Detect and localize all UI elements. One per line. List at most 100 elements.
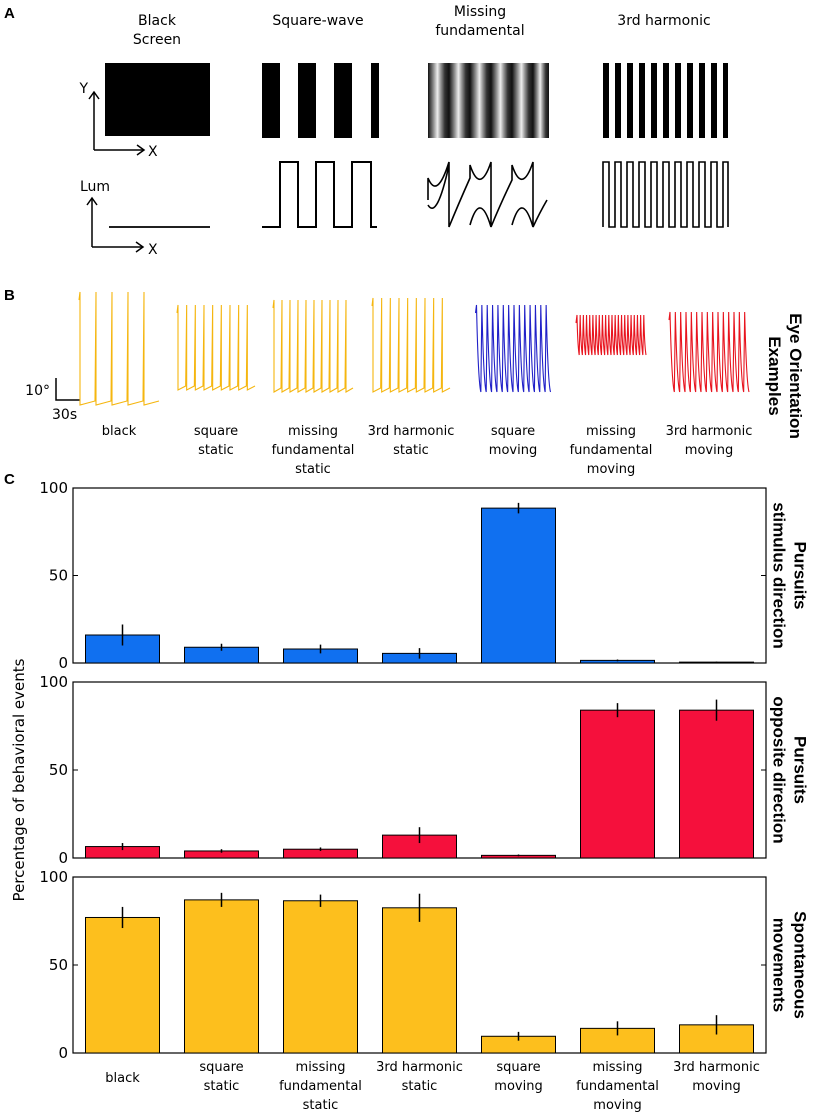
bar	[85, 634, 160, 664]
series-label-line: stimulus direction	[770, 502, 789, 648]
missing-fundamental-grating	[428, 63, 549, 138]
stimulus-black-screen: Black Screen	[105, 13, 210, 136]
bar	[481, 507, 556, 664]
trace-line	[272, 299, 354, 393]
axis-y-label: Y	[78, 81, 88, 97]
stimulus-3rd-harmonic: 3rd harmonic	[603, 13, 728, 138]
category-label-line: static	[204, 1079, 240, 1094]
stimulus-title-line: 3rd harmonic	[617, 13, 710, 29]
plot-frame	[72, 487, 767, 664]
bar	[382, 907, 457, 1054]
category-label-line: static	[303, 1098, 339, 1113]
third-harmonic-luminance-profile	[602, 161, 729, 228]
panel-a-label: A	[4, 5, 15, 22]
trace-line	[371, 297, 451, 393]
category-label-line: 3rd harmonic	[673, 1060, 760, 1075]
trace-line	[474, 304, 552, 393]
missing-fundamental-luminance-profile	[427, 161, 548, 228]
category-label-line: fundamental	[576, 1079, 659, 1094]
scale-degree-label: 10°	[25, 383, 50, 399]
trace-label-line: square	[194, 424, 238, 439]
trace-label-line: 3rd harmonic	[368, 424, 455, 439]
panel-c-label: C	[4, 471, 15, 488]
bar	[679, 709, 754, 859]
stimulus-missing-fundamental: Missing fundamental	[428, 4, 549, 138]
stimulus-title-line: Square-wave	[272, 13, 363, 29]
eye-traces: black square static missing fundamental stati…	[78, 291, 753, 477]
stimulus-square-wave: Square-wave	[262, 13, 379, 138]
axis-lum-label: Lum	[80, 179, 110, 195]
side-label-line: Eye Orientation	[786, 313, 805, 439]
stimulus-title-line: fundamental	[435, 23, 524, 39]
lum-axes-icon	[86, 196, 145, 253]
axis-x2-label: X	[148, 242, 158, 258]
category-label-line: static	[402, 1079, 438, 1094]
axis-x-label: X	[148, 144, 158, 160]
category-label-line: missing	[296, 1060, 346, 1075]
category-label-line: missing	[593, 1060, 643, 1075]
y-tick-label: 0	[58, 849, 68, 867]
trace-label-line: static	[198, 443, 234, 458]
trace-4: square moving	[474, 304, 552, 458]
bar	[85, 916, 160, 1054]
trace-2: missing fundamental static	[272, 299, 355, 477]
category-label-line: fundamental	[279, 1079, 362, 1094]
trace-line	[668, 311, 750, 393]
category-label-line: square	[199, 1060, 243, 1075]
trace-5: missing fundamental moving	[570, 314, 653, 477]
trace-line	[78, 291, 160, 406]
third-harmonic-grating	[603, 63, 728, 138]
y-tick-label: 100	[39, 868, 68, 886]
trace-label-line: static	[393, 443, 429, 458]
y-tick-label: 100	[39, 479, 68, 497]
stimulus-title-line: Black	[138, 13, 177, 29]
panel-b-side-label: Eye Orientation Examples	[765, 313, 805, 439]
trace-label-line: 3rd harmonic	[666, 424, 753, 439]
trace-label-line: static	[295, 462, 331, 477]
y-tick-label: 100	[39, 673, 68, 691]
trace-label-line: missing	[586, 424, 636, 439]
category-label-line: moving	[692, 1079, 740, 1094]
bar	[184, 899, 259, 1054]
trace-label-line: fundamental	[272, 443, 355, 458]
bar	[580, 1027, 655, 1054]
trace-line	[176, 304, 256, 391]
y-tick-label: 50	[49, 567, 68, 585]
trace-0: black	[78, 291, 160, 439]
category-label-line: square	[496, 1060, 540, 1075]
stimulus-title-line: Screen	[133, 32, 181, 48]
trace-label-line: missing	[288, 424, 338, 439]
scale-time-label: 30s	[52, 407, 77, 423]
series-label-line: Pursuits	[791, 736, 810, 804]
trace-label-line: moving	[587, 462, 635, 477]
category-label-line: black	[105, 1071, 140, 1086]
y-tick-label: 50	[49, 956, 68, 974]
category-label-line: moving	[494, 1079, 542, 1094]
square-wave-grating	[262, 63, 379, 138]
trace-6: 3rd harmonic moving	[666, 311, 753, 458]
series-label-line: Spontaneous	[791, 911, 810, 1019]
stimulus-title-line: Missing	[454, 4, 506, 20]
trace-label-line: black	[102, 424, 137, 439]
trace-label-line: moving	[489, 443, 537, 458]
category-label-line: moving	[593, 1098, 641, 1113]
panel-b-label: B	[4, 287, 15, 304]
y-axis-title: Percentage of behavioral events	[10, 658, 28, 901]
category-labels: black square static missing fundamental stati…	[105, 1060, 760, 1113]
category-label-line: 3rd harmonic	[376, 1060, 463, 1075]
bar	[580, 709, 655, 859]
scale-bar	[55, 378, 80, 401]
y-tick-label: 0	[58, 1044, 68, 1062]
xy-axes-icon	[88, 90, 146, 156]
y-tick-label: 0	[58, 654, 68, 672]
side-label-line: Examples	[765, 336, 784, 415]
trace-label-line: fundamental	[570, 443, 653, 458]
trace-line	[575, 314, 647, 356]
trace-label-line: moving	[685, 443, 733, 458]
